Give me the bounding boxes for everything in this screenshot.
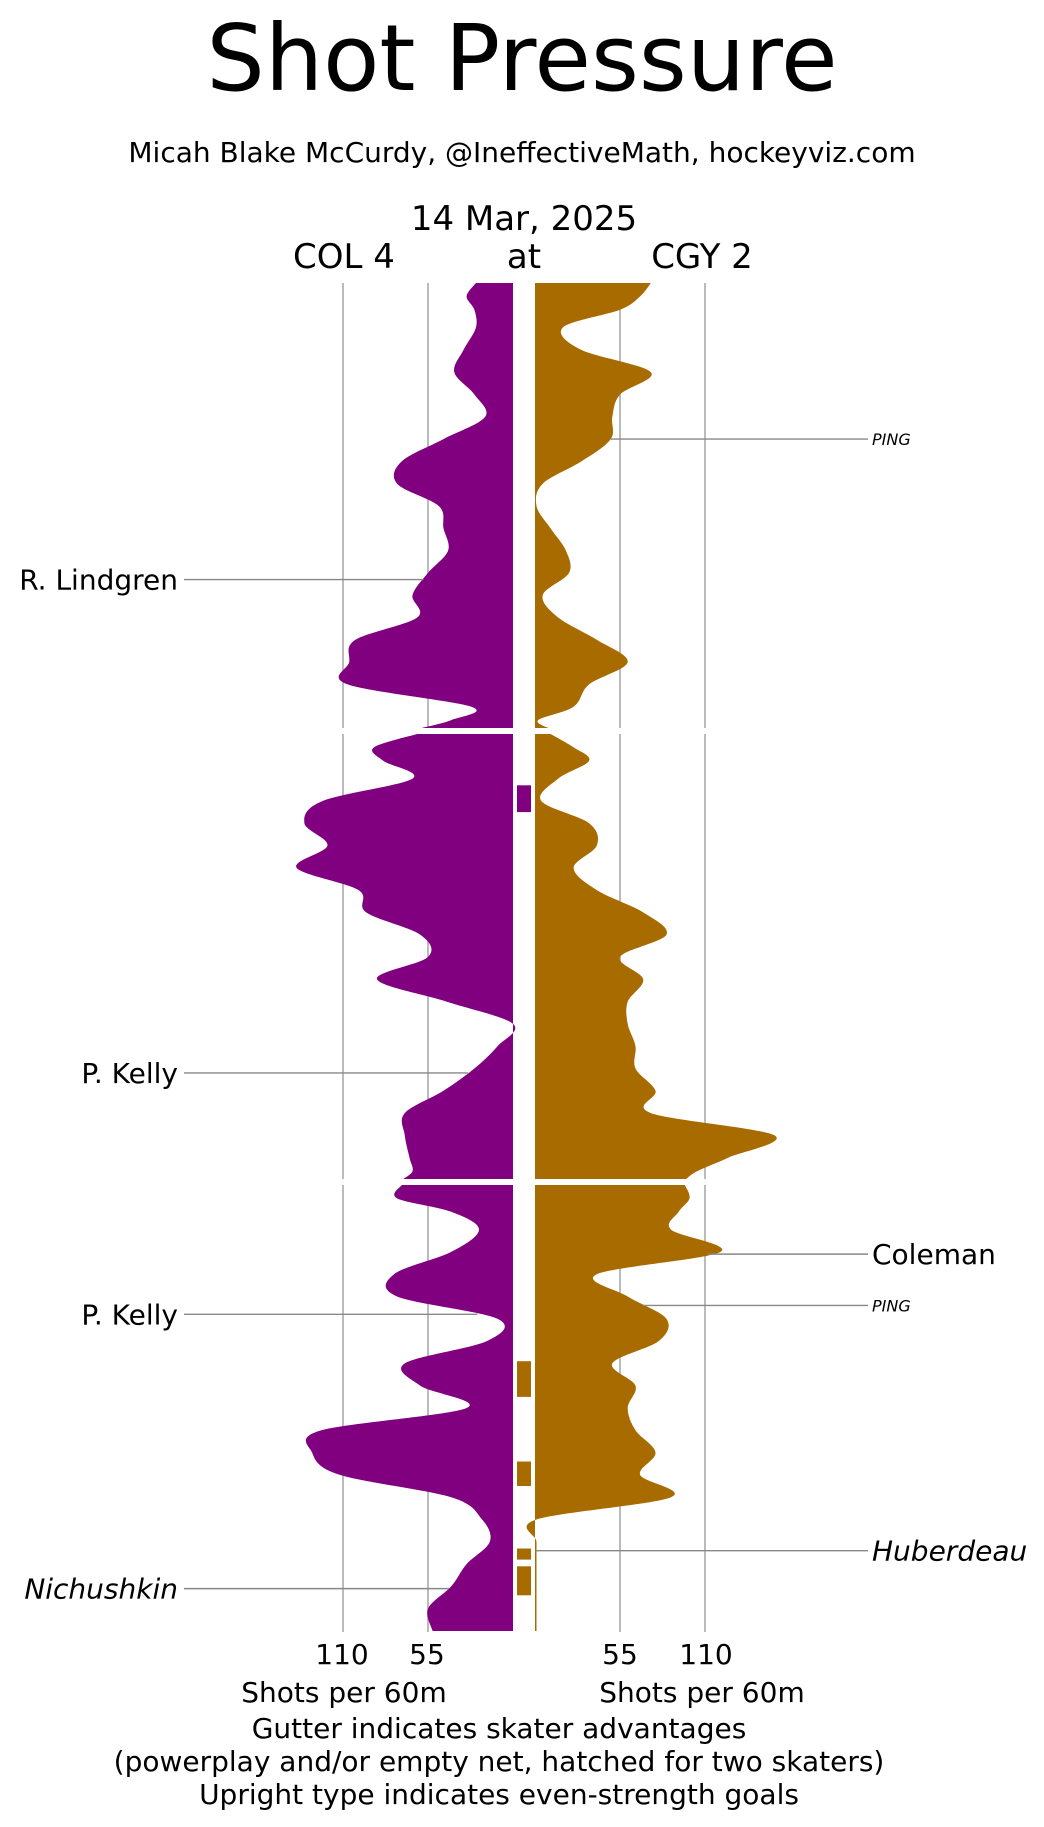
home-axis-label: Shots per 60m [599, 1676, 804, 1709]
period-separators [300, 728, 780, 1185]
footer-line-2: (powerplay and/or empty net, hatched for… [114, 1745, 885, 1778]
goal-label-ping-0: PING [872, 430, 911, 449]
col-pressure-period-3 [305, 1185, 513, 1631]
goal-annotations: PING R. Lindgren P. Kelly Coleman PING P. Kel… [19, 430, 1027, 1606]
advantage-block-cgy-3 [517, 1548, 531, 1560]
at-label: at [507, 237, 541, 277]
game-date: 14 Mar, 2025 [411, 199, 637, 239]
goal-label-r-lindgren-1: R. Lindgren [19, 564, 178, 597]
skater-advantage-gutter [517, 785, 531, 1596]
period-break-1 [300, 728, 780, 734]
away-team-score: COL 4 [293, 237, 395, 277]
pressure-areas [296, 283, 777, 1631]
period-break-2 [300, 1179, 780, 1185]
away-tick-55: 55 [409, 1638, 445, 1671]
away-tick-110: 110 [315, 1638, 368, 1671]
goal-label-p-kelly-5: P. Kelly [81, 1298, 178, 1331]
goal-label-nichushkin-7: Nichushkin [24, 1573, 178, 1606]
col-pressure-period-1 [338, 283, 513, 729]
advantage-block-cgy-1 [517, 1361, 531, 1397]
goal-label-coleman-3: Coleman [872, 1238, 996, 1271]
goal-label-p-kelly-2: P. Kelly [81, 1057, 178, 1090]
cgy-pressure-period-2 [535, 734, 777, 1180]
goal-label-huberdeau-6: Huberdeau [872, 1535, 1027, 1568]
cgy-pressure-period-1 [535, 283, 652, 729]
home-team-score: CGY 2 [651, 237, 753, 277]
home-tick-55: 55 [602, 1638, 638, 1671]
footer-line-3: Upright type indicates even-strength goa… [199, 1778, 799, 1811]
col-pressure-period-2 [296, 734, 516, 1180]
advantage-block-cgy-4 [517, 1566, 531, 1596]
advantage-block-cgy-2 [517, 1461, 531, 1486]
footer-line-1: Gutter indicates skater advantages [252, 1712, 747, 1745]
away-axis-label: Shots per 60m [241, 1676, 446, 1709]
chart-title: Shot Pressure [206, 5, 837, 112]
goal-label-ping-4: PING [872, 1296, 911, 1315]
home-tick-110: 110 [679, 1638, 732, 1671]
chart-subtitle: Micah Blake McCurdy, @IneffectiveMath, h… [128, 136, 915, 169]
advantage-block-col-0 [517, 785, 531, 813]
cgy-pressure-period-3 [526, 1185, 723, 1631]
